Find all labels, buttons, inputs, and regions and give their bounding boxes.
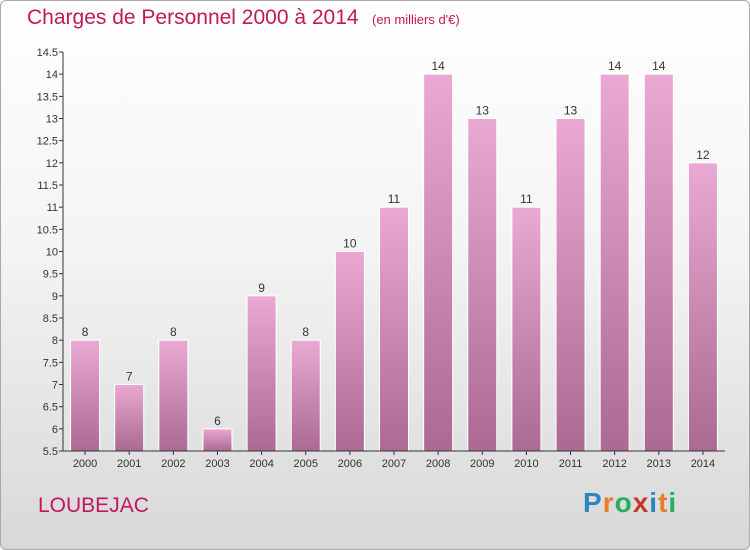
chart-title: Charges de Personnel 2000 à 2014 <box>27 6 359 29</box>
data-label-2011: 13 <box>564 104 578 118</box>
data-label-2008: 14 <box>431 59 445 73</box>
logo-letter: i <box>668 487 678 518</box>
bar-2001 <box>114 384 145 452</box>
bar-2009 <box>467 118 498 452</box>
logo-letter: x <box>632 487 650 518</box>
y-tick-label: 6 <box>52 424 58 436</box>
y-ticks: 5.5 6 6.5 7 7.5 8 8.5 9 9.5 10 10.5 11 11.5 12 12.5 13 1… <box>37 47 63 458</box>
data-label-2002: 8 <box>170 325 177 339</box>
data-label-2005: 8 <box>302 325 309 339</box>
data-label-2001: 7 <box>126 370 133 384</box>
x-tick-label: 2007 <box>382 458 406 470</box>
bar-2006 <box>334 251 365 452</box>
y-tick-label: 13 <box>46 114 58 126</box>
y-tick-label: 8 <box>52 335 58 347</box>
x-ticks: 2000 2001 2002 2003 2004 2005 2006 2007 2008 2009… <box>73 451 715 470</box>
y-tick-label: 13.5 <box>37 91 58 103</box>
bar-2011 <box>555 118 586 452</box>
y-tick-label: 12 <box>46 158 58 170</box>
data-label-2013: 14 <box>652 59 666 73</box>
x-tick-label: 2006 <box>338 458 362 470</box>
x-tick-label: 2013 <box>647 458 671 470</box>
y-tick-label: 10.5 <box>37 224 58 236</box>
y-tick-label: 14.5 <box>37 47 58 59</box>
bar-2014 <box>687 162 718 452</box>
y-tick-label: 12.5 <box>37 136 58 148</box>
y-tick-label: 14 <box>46 69 58 81</box>
x-tick-label: 2012 <box>602 458 626 470</box>
y-tick-label: 10 <box>46 247 58 259</box>
x-tick-label: 2003 <box>205 458 229 470</box>
city-name: LOUBEJAC <box>38 494 149 517</box>
bar-2010 <box>511 206 542 452</box>
chart-subtitle: (en milliers d'€) <box>372 12 460 27</box>
x-tick-label: 2002 <box>161 458 185 470</box>
logo-letter: r <box>602 487 615 518</box>
logo-letter: t <box>658 487 669 518</box>
x-tick-label: 2000 <box>73 458 97 470</box>
proxiti-logo: Proxiti <box>583 487 677 519</box>
y-tick-label: 6.5 <box>43 402 58 414</box>
bar-2004 <box>246 295 277 452</box>
data-label-2000: 8 <box>82 325 89 339</box>
y-tick-label: 11 <box>47 202 58 214</box>
logo-letter: o <box>614 487 633 518</box>
data-label-2012: 14 <box>608 59 622 73</box>
x-tick-label: 2001 <box>117 458 141 470</box>
y-tick-label: 9 <box>52 291 58 303</box>
logo-letter: i <box>649 487 659 518</box>
bar-2000 <box>70 339 101 452</box>
bar-2002 <box>158 339 189 452</box>
x-tick-label: 2009 <box>470 458 494 470</box>
data-label-2006: 10 <box>343 237 357 251</box>
data-labels: 8 7 8 6 9 8 10 11 14 13 11 13 14 14 12 <box>82 59 710 428</box>
x-tick-label: 2011 <box>559 458 583 470</box>
x-tick-label: 2010 <box>514 458 538 470</box>
logo-letter: P <box>583 487 603 518</box>
bar-2008 <box>423 73 454 452</box>
x-tick-label: 2005 <box>293 458 317 470</box>
y-tick-label: 9.5 <box>43 269 58 281</box>
y-tick-label: 7.5 <box>43 357 58 369</box>
bar-2003 <box>202 428 233 452</box>
x-tick-label: 2008 <box>426 458 450 470</box>
bar-2005 <box>290 339 321 452</box>
y-tick-label: 11.5 <box>37 180 58 192</box>
bars-layer <box>70 73 718 452</box>
data-label-2003: 6 <box>214 414 221 428</box>
bar-2013 <box>643 73 674 452</box>
y-tick-label: 8.5 <box>43 313 58 325</box>
y-tick-label: 5.5 <box>43 446 58 458</box>
data-label-2010: 11 <box>520 192 533 206</box>
x-tick-label: 2014 <box>691 458 715 470</box>
x-tick-label: 2004 <box>249 458 273 470</box>
data-label-2007: 11 <box>388 192 401 206</box>
data-label-2004: 9 <box>258 281 265 295</box>
y-tick-label: 7 <box>52 380 58 392</box>
data-label-2014: 12 <box>696 148 710 162</box>
bar-2007 <box>379 206 409 452</box>
bar-2012 <box>599 73 630 452</box>
data-label-2009: 13 <box>476 104 490 118</box>
